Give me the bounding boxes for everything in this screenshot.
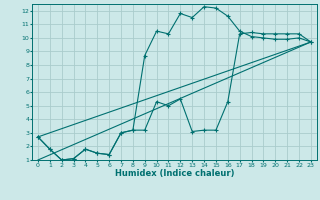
X-axis label: Humidex (Indice chaleur): Humidex (Indice chaleur) [115,169,234,178]
